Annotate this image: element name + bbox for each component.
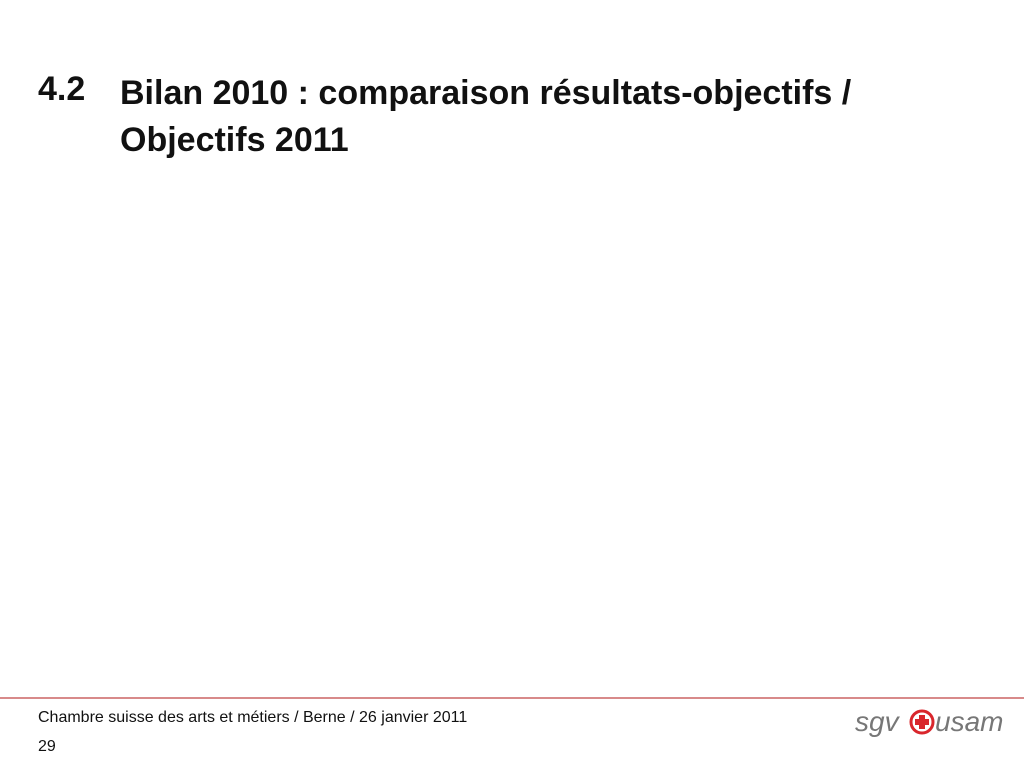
section-number: 4.2: [38, 70, 86, 108]
footer-text: Chambre suisse des arts et métiers / Ber…: [38, 709, 468, 726]
page-number: 29: [38, 738, 56, 755]
footer-rule: [0, 697, 1024, 699]
logo: sgv usam: [855, 706, 1003, 737]
slide-title: Bilan 2010 : comparaison résultats-objec…: [120, 74, 852, 159]
logo-icon: [909, 709, 935, 735]
logo-left: sgv: [855, 706, 901, 737]
logo-right: usam: [935, 706, 1003, 737]
